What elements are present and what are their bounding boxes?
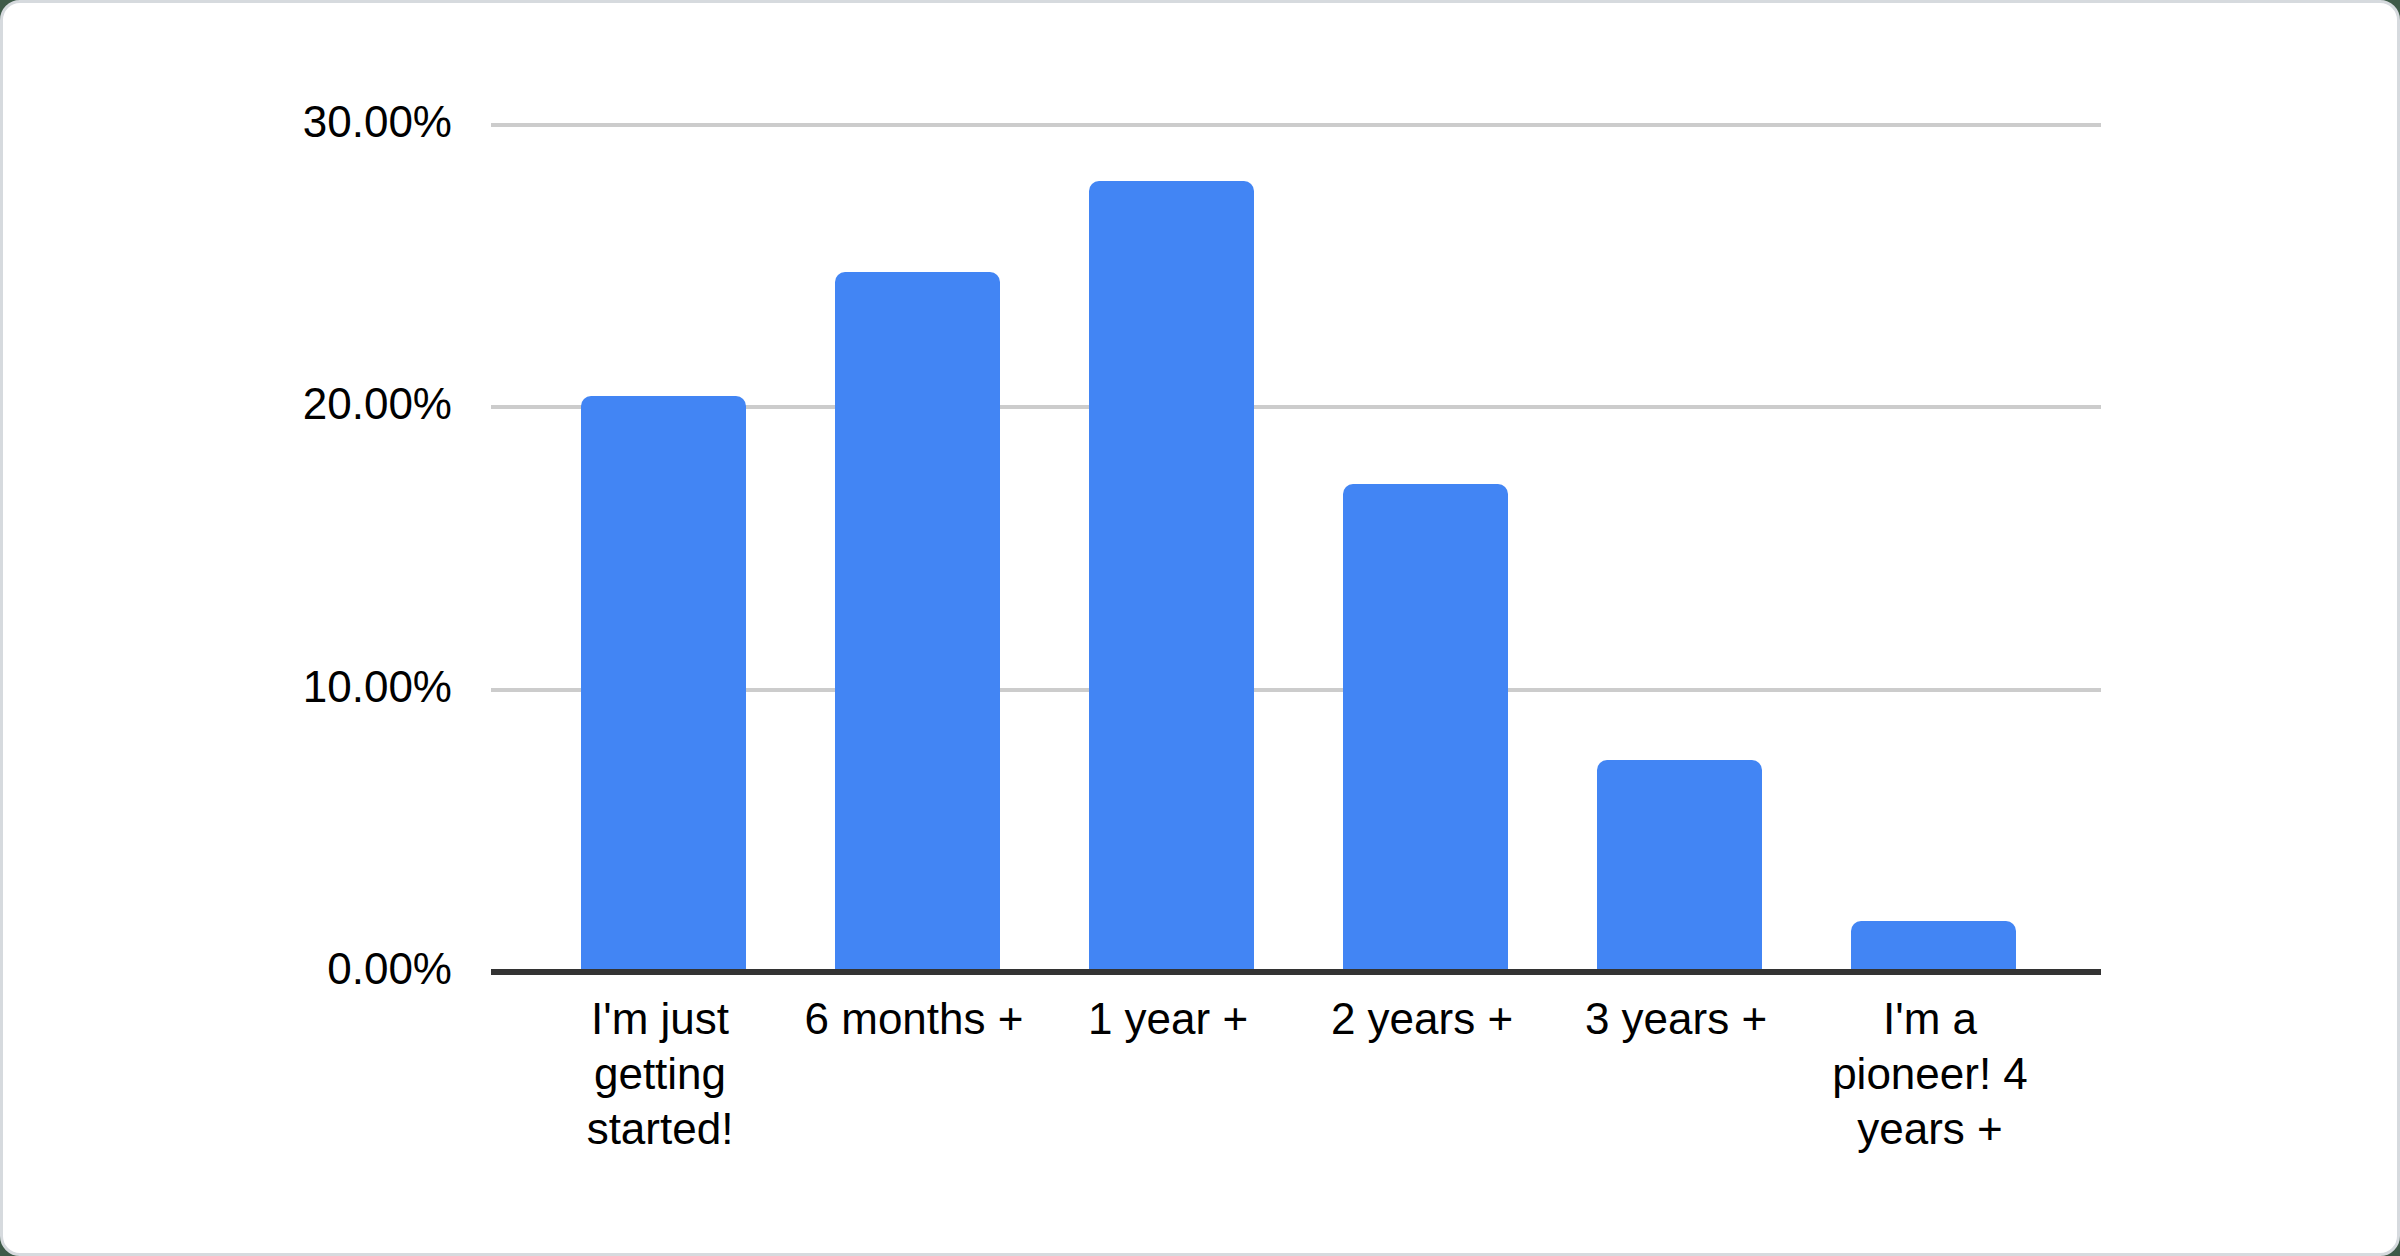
y-axis-tick-label: 20.00%: [152, 382, 452, 426]
y-axis-tick-label: 10.00%: [152, 665, 452, 709]
x-axis-category-label: 3 years +: [1548, 991, 1804, 1046]
x-axis-category-label: 6 months +: [786, 991, 1042, 1046]
plot-area: [491, 125, 2101, 972]
bar-5[interactable]: [1597, 760, 1762, 972]
bar-1[interactable]: [581, 396, 746, 972]
bar-2[interactable]: [835, 272, 1000, 972]
x-axis-category-label: I'm just getting started!: [532, 991, 788, 1156]
screen: 0.00% 10.00% 20.00% 30.00% I'm just getting …: [0, 0, 2400, 1256]
bar-6[interactable]: [1851, 921, 2016, 972]
x-axis-line: [491, 969, 2101, 975]
x-axis-category-label: 1 year +: [1040, 991, 1296, 1046]
x-axis-category-label: I'm a pioneer! 4 years +: [1802, 991, 2058, 1156]
x-axis-category-label: 2 years +: [1294, 991, 1550, 1046]
gridline: [491, 123, 2101, 127]
y-axis-tick-label: 30.00%: [152, 100, 452, 144]
y-axis-tick-label: 0.00%: [152, 947, 452, 991]
bar-4[interactable]: [1343, 484, 1508, 972]
bar-3[interactable]: [1089, 181, 1254, 972]
